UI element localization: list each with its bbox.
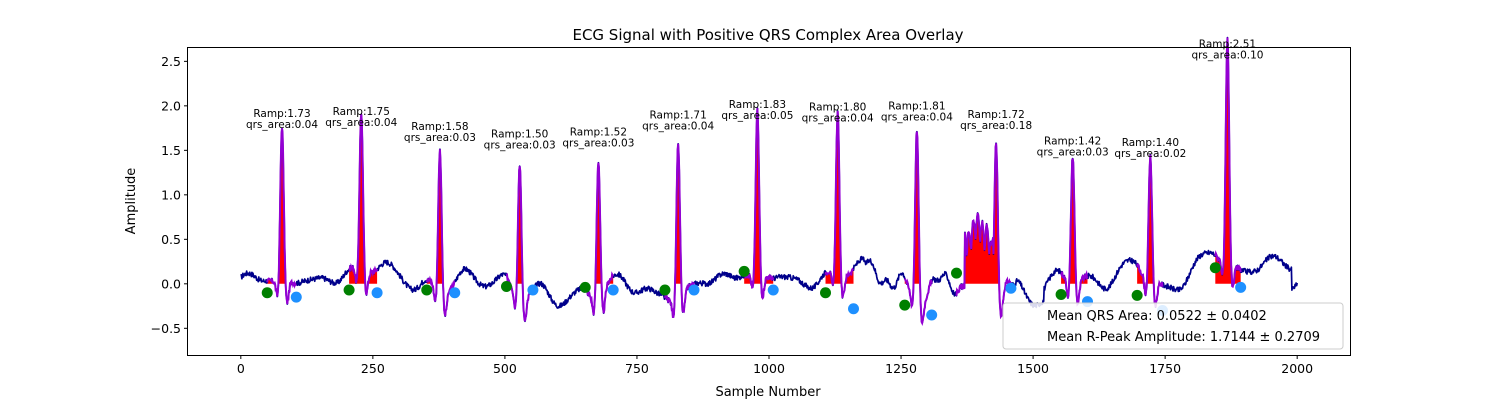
qrs-onset-marker	[899, 299, 911, 311]
x-tick-label: 250	[361, 361, 385, 376]
qrs-onset-marker	[820, 287, 832, 299]
qrs-segment-line	[584, 162, 615, 316]
beat-annotations: Ramp:1.73qrs_area:0.04Ramp:1.75qrs_area:…	[246, 38, 1263, 160]
qrs-onset-marker	[261, 287, 273, 299]
ramp-label: Ramp:1.50	[491, 128, 548, 140]
x-tick-label: 1750	[1149, 361, 1181, 376]
ramp-label: Ramp:1.40	[1122, 137, 1179, 149]
legend: Mean QRS Area: 0.0522 ± 0.0402 Mean R-Pe…	[1002, 302, 1344, 350]
qrs-segment-line	[743, 108, 775, 300]
qrs-offset-marker	[290, 291, 302, 303]
ramp-label: Ramp:1.52	[570, 127, 627, 139]
qrs-onset-marker	[1055, 288, 1067, 300]
qrs-segment-line	[903, 131, 933, 326]
legend-box	[1002, 302, 1344, 350]
qrs-area-label: qrs_area:0.03	[404, 132, 476, 144]
ramp-label: Ramp:1.42	[1044, 135, 1101, 147]
ramp-label: Ramp:1.83	[729, 99, 786, 111]
y-tick-label: 2.5	[161, 54, 181, 69]
qrs-area-label: qrs_area:0.03	[1037, 146, 1109, 158]
qrs-onset-marker	[1209, 262, 1221, 274]
ramp-label: Ramp:1.73	[253, 108, 310, 120]
qrs-segment-line	[955, 143, 1012, 320]
x-tick-label: 0	[237, 361, 245, 376]
y-tick-label: 0.5	[161, 232, 181, 247]
qrs-area-fill	[267, 128, 297, 284]
x-axis-ticks: 0 250 500 750 1000 1250 1500 1750 2000	[237, 355, 1313, 376]
qrs-segment-line	[425, 149, 456, 317]
ramp-label: Ramp:1.81	[888, 101, 945, 113]
x-tick-label: 2000	[1281, 361, 1313, 376]
qrs-segment-line	[1214, 37, 1242, 289]
qrs-area-label: qrs_area:0.04	[246, 119, 318, 131]
qrs-area-fill	[585, 162, 614, 284]
legend-entry-mean-r-peak: Mean R-Peak Amplitude: 1.7144 ± 0.2709	[1047, 330, 1320, 345]
y-tick-label: 0.0	[161, 276, 181, 291]
qrs-segment-line	[348, 114, 379, 296]
qrs-onset-marker	[421, 284, 433, 296]
ramp-label: Ramp:1.80	[809, 102, 866, 114]
beat-markers	[261, 262, 1247, 321]
x-tick-label: 1000	[753, 361, 785, 376]
qrs-area-label: qrs_area:0.10	[1191, 49, 1263, 61]
qrs-onset-marker	[343, 284, 355, 296]
qrs-segment-line	[1060, 158, 1089, 307]
qrs-onset-marker	[500, 280, 512, 292]
qrs-segment-line	[1136, 154, 1164, 308]
qrs-onset-marker	[1131, 289, 1143, 301]
qrs-offset-marker	[371, 287, 383, 299]
qrs-area-label: qrs_area:0.04	[325, 117, 397, 129]
qrs-area-label: qrs_area:0.18	[960, 120, 1032, 132]
qrs-offset-marker	[449, 287, 461, 299]
y-tick-label: 1.0	[161, 187, 181, 202]
legend-entry-mean-qrs-area: Mean QRS Area: 0.0522 ± 0.0402	[1047, 309, 1267, 324]
x-tick-label: 1500	[1017, 361, 1049, 376]
qrs-offset-marker	[767, 284, 779, 296]
qrs-area-label: qrs_area:0.02	[1114, 148, 1186, 160]
y-tick-label: 1.5	[161, 143, 181, 158]
ramp-label: Ramp:1.75	[333, 106, 390, 118]
qrs-segment-line	[824, 110, 854, 299]
qrs-area-label: qrs_area:0.04	[802, 113, 874, 125]
ramp-label: Ramp:1.71	[649, 110, 706, 122]
qrs-area-label: qrs_area:0.03	[484, 139, 556, 151]
qrs-segment-line	[266, 128, 297, 305]
x-axis-label: Sample Number	[715, 385, 821, 400]
y-axis-ticks: −0.5 0.0 0.5 1.0 1.5 2.0 2.5	[151, 54, 188, 336]
qrs-offset-marker	[688, 284, 700, 296]
qrs-area-label: qrs_area:0.05	[721, 110, 793, 122]
qrs-segments	[266, 37, 1242, 326]
qrs-area-fill	[1215, 37, 1241, 284]
chart-title: ECG Signal with Positive QRS Complex Are…	[572, 26, 963, 44]
qrs-offset-marker	[848, 303, 860, 315]
qrs-segment-line	[663, 143, 695, 319]
qrs-offset-marker	[1235, 281, 1247, 293]
ramp-label: Ramp:1.72	[967, 109, 1024, 121]
x-tick-label: 750	[625, 361, 649, 376]
ramp-label: Ramp:1.58	[411, 121, 468, 133]
qrs-onset-marker	[579, 281, 591, 293]
qrs-area-fill	[1137, 154, 1163, 284]
qrs-area-fill	[506, 166, 533, 284]
qrs-offset-marker	[607, 284, 619, 296]
qrs-onset-marker	[659, 284, 671, 296]
y-axis-label: Amplitude	[124, 168, 139, 235]
qrs-onset-marker	[738, 265, 750, 277]
qrs-offset-marker	[1005, 282, 1017, 294]
qrs-offset-marker	[527, 284, 539, 296]
x-tick-label: 500	[493, 361, 517, 376]
x-tick-label: 1250	[885, 361, 917, 376]
qrs-area-label: qrs_area:0.04	[642, 121, 714, 133]
y-tick-label: 2.0	[161, 98, 181, 113]
y-tick-label: −0.5	[151, 321, 181, 336]
qrs-onset-marker	[951, 267, 963, 279]
qrs-area-fill	[956, 143, 1011, 284]
qrs-area-label: qrs_area:0.04	[881, 112, 953, 124]
qrs-offset-marker	[926, 309, 938, 321]
qrs-area-label: qrs_area:0.03	[562, 138, 634, 150]
